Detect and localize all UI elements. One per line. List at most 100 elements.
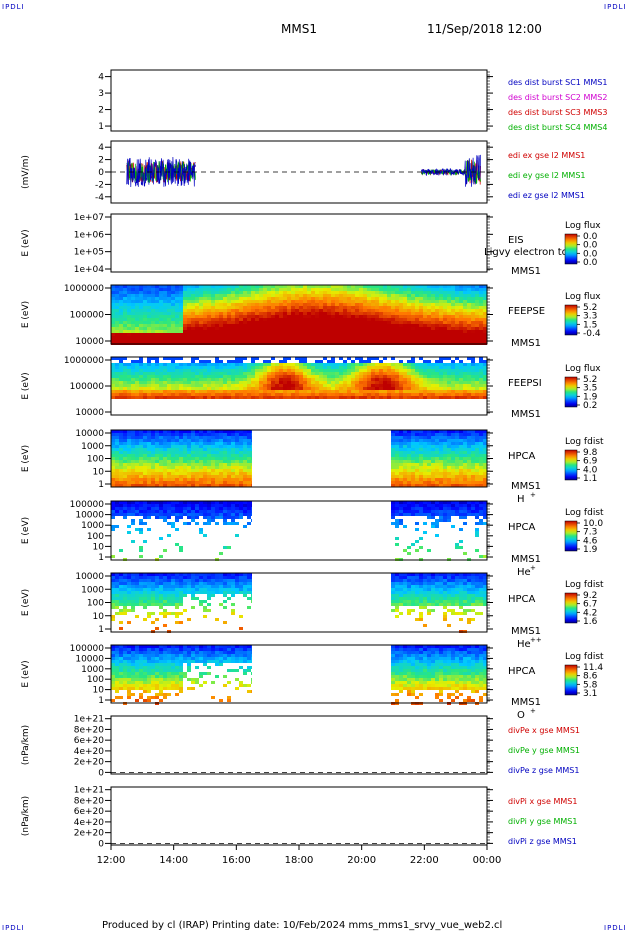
spectrogram-cell (359, 333, 363, 336)
spectrogram-cell (435, 454, 439, 457)
spectrogram-cell (219, 375, 223, 378)
spectrogram-cell (367, 309, 371, 312)
spectrogram-cell (411, 463, 415, 466)
spectrogram-cell (383, 369, 387, 372)
spectrogram-cell (151, 504, 155, 507)
spectrogram-cell (179, 294, 183, 297)
spectrogram-cell (231, 339, 235, 342)
spectrogram-cell (127, 309, 131, 312)
spectrogram-cell (219, 516, 223, 519)
spectrogram-cell (199, 324, 203, 327)
spectrogram-cell (223, 294, 227, 297)
spectrogram-cell (123, 315, 127, 318)
spectrogram-cell (419, 507, 423, 510)
spectrogram-cell (163, 306, 167, 309)
spectrogram-cell (419, 357, 423, 360)
spectrogram-cell (139, 457, 143, 460)
spectrogram-cell (195, 321, 199, 324)
spectrogram-cell (427, 315, 431, 318)
spectrogram-cell (299, 285, 303, 288)
spectrogram-cell (443, 396, 447, 399)
spectrogram-cell (239, 315, 243, 318)
spectrogram-cell (231, 510, 235, 513)
spectrogram-cell (443, 366, 447, 369)
spectrogram-cell (247, 484, 251, 487)
y-tick-label: 2 (98, 156, 104, 166)
spectrogram-cell (387, 333, 391, 336)
spectrogram-cell (467, 321, 471, 324)
spectrogram-cell (247, 324, 251, 327)
spectrogram-cell (455, 513, 459, 516)
spectrogram-cell (211, 504, 215, 507)
spectrogram-cell (315, 369, 319, 372)
spectrogram-cell (347, 336, 351, 339)
spectrogram-cell (439, 321, 443, 324)
spectrogram-cell (119, 366, 123, 369)
colorbar-tick-label: 0.0 (583, 241, 598, 251)
spectrogram-cell (327, 288, 331, 291)
spectrogram-cell (355, 285, 359, 288)
spectrogram-cell (395, 327, 399, 330)
spectrogram-cell (299, 312, 303, 315)
spectrogram-cell (359, 297, 363, 300)
spectrogram-cell (115, 333, 119, 336)
spectrogram-cell (147, 309, 151, 312)
spectrogram-cell (127, 315, 131, 318)
spectrogram-cell (443, 390, 447, 393)
spectrogram-cell (419, 396, 423, 399)
spectrogram-cell (263, 303, 267, 306)
y-tick-label: 1e+07 (74, 213, 104, 223)
spectrogram-cell (451, 451, 455, 454)
spectrogram-cell (151, 306, 155, 309)
spectrogram-cell (375, 339, 379, 342)
spectrogram-cell (131, 297, 135, 300)
spectrogram-cell (375, 372, 379, 375)
spectrogram-cell (423, 436, 427, 439)
spectrogram-cell (143, 507, 147, 510)
spectrogram-cell (163, 381, 167, 384)
spectrogram-cell (391, 333, 395, 336)
spectrogram-cell (283, 366, 287, 369)
spectrogram-cell (419, 513, 423, 516)
spectrogram-cell (383, 366, 387, 369)
spectrogram-cell (315, 303, 319, 306)
spectrogram-cell (475, 549, 479, 552)
spectrogram-cell (391, 504, 395, 507)
spectrogram-cell (387, 384, 391, 387)
spectrogram-cell (191, 312, 195, 315)
spectrogram-cell (115, 387, 119, 390)
spectrogram-cell (259, 381, 263, 384)
spectrogram-cell (183, 285, 187, 288)
spectrogram-cell (455, 312, 459, 315)
spectrogram-cell (455, 336, 459, 339)
spectrogram-cell (411, 363, 415, 366)
spectrogram-cell (483, 360, 487, 363)
spectrogram-cell (403, 324, 407, 327)
spectrogram-cell (307, 366, 311, 369)
spectrogram-cell (247, 336, 251, 339)
spectrogram-cell (367, 312, 371, 315)
spectrogram-cell (227, 478, 231, 481)
spectrogram-cell (447, 516, 451, 519)
spectrogram-cell (315, 366, 319, 369)
spectrogram-cell (399, 466, 403, 469)
spectrogram-cell (447, 339, 451, 342)
spectrogram-cell (407, 321, 411, 324)
spectrogram-cell (191, 339, 195, 342)
spectrogram-cell (207, 513, 211, 516)
spectrogram-cell (171, 363, 175, 366)
spectrogram-cell (171, 300, 175, 303)
spectrogram-cell (327, 309, 331, 312)
spectrogram-cell (151, 439, 155, 442)
spectrogram-cell (439, 327, 443, 330)
spectrogram-cell (459, 297, 463, 300)
spectrogram-cell (215, 300, 219, 303)
spectrogram-cell (439, 396, 443, 399)
spectrogram-cell (403, 478, 407, 481)
spectrogram-cell (163, 504, 167, 507)
spectrogram-cell (179, 451, 183, 454)
spectrogram-cell (155, 336, 159, 339)
spectrogram-cell (439, 306, 443, 309)
spectrogram-cell (391, 516, 395, 519)
instrument-name: EIS (508, 235, 524, 246)
